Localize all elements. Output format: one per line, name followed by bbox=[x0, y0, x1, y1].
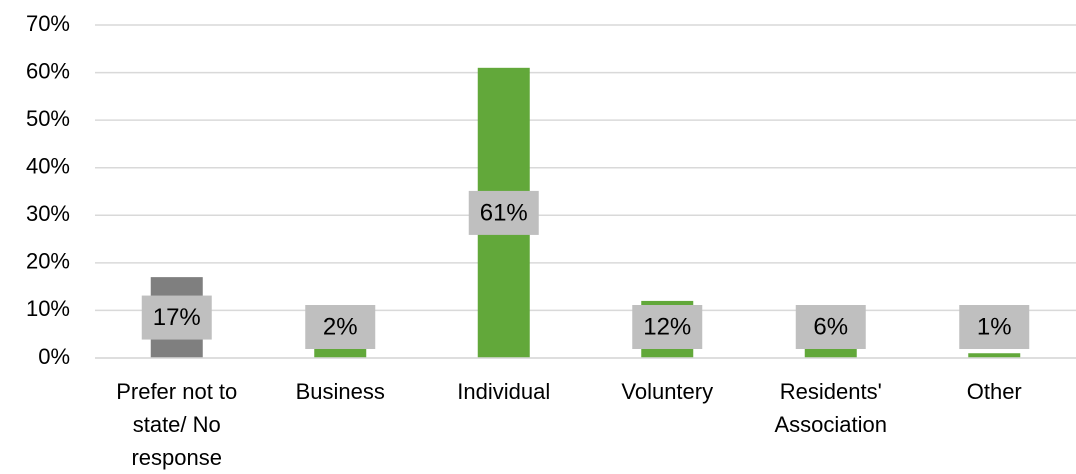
y-tick-label: 0% bbox=[38, 344, 70, 369]
y-tick-label: 50% bbox=[26, 106, 70, 131]
bar bbox=[314, 348, 367, 358]
y-tick-label: 60% bbox=[26, 58, 70, 83]
y-tick-label: 10% bbox=[26, 296, 70, 321]
data-label: 1% bbox=[977, 313, 1012, 340]
data-label: 61% bbox=[480, 199, 528, 226]
x-tick-label: Prefer not to state/ No response bbox=[116, 379, 237, 470]
data-label: 17% bbox=[153, 304, 201, 331]
x-tick-label: Other bbox=[967, 379, 1022, 404]
y-tick-label: 20% bbox=[26, 249, 70, 274]
y-tick-label: 40% bbox=[26, 154, 70, 179]
data-label: 2% bbox=[323, 313, 358, 340]
data-label-box bbox=[959, 305, 1030, 349]
data-label-box bbox=[141, 295, 212, 340]
data-label-box bbox=[795, 305, 866, 349]
y-tick-label: 30% bbox=[26, 201, 70, 226]
data-label-box bbox=[468, 190, 539, 235]
x-tick-label: Individual bbox=[457, 379, 550, 404]
bar bbox=[968, 353, 1021, 358]
x-tick-label: Voluntery bbox=[621, 379, 713, 404]
x-tick-label: Residents' Association bbox=[774, 379, 887, 437]
data-label: 6% bbox=[813, 313, 848, 340]
data-label-box bbox=[632, 305, 703, 349]
x-tick-label: Business bbox=[296, 379, 385, 404]
data-label-box bbox=[305, 305, 376, 349]
data-label: 12% bbox=[643, 313, 691, 340]
y-tick-label: 70% bbox=[26, 11, 70, 36]
